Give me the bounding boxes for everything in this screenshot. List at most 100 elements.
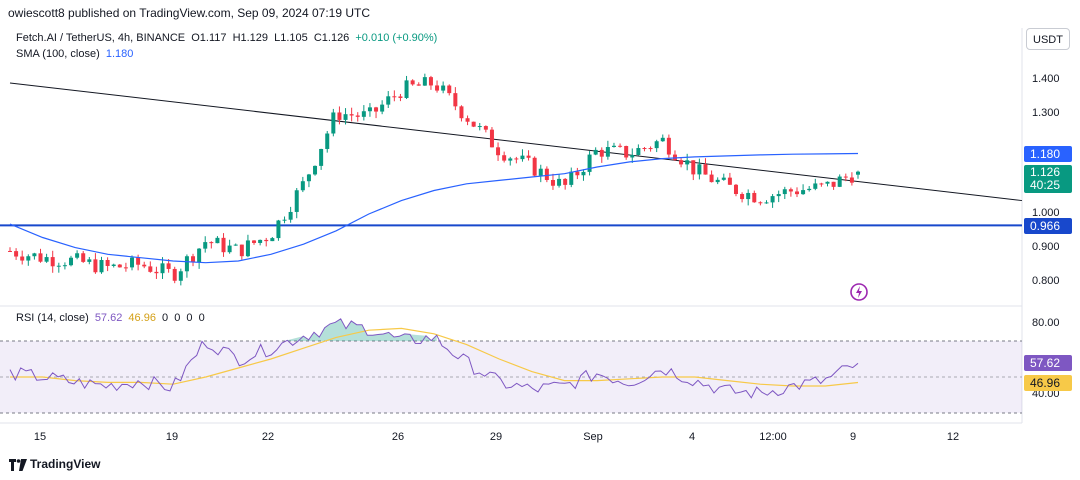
candle-body <box>581 171 586 176</box>
candle-body <box>624 146 629 158</box>
candle-body <box>130 257 135 268</box>
candle-body <box>99 260 104 273</box>
candle-body <box>123 267 128 269</box>
candle-body <box>374 107 379 112</box>
candle-body <box>209 242 214 244</box>
candle-body <box>416 84 421 86</box>
candle-body <box>569 171 574 185</box>
candle-body <box>44 257 49 262</box>
sma-legend[interactable]: SMA (100, close) 1.180 <box>16 48 136 60</box>
candle-body <box>630 155 635 158</box>
candle-body <box>313 165 318 175</box>
candle-body <box>166 263 171 269</box>
candle-body <box>148 266 153 272</box>
candle-body <box>758 202 763 204</box>
candle-body <box>563 178 568 185</box>
candle-body <box>14 251 19 257</box>
tradingview-logo-text: TradingView <box>30 457 101 471</box>
candle-body <box>178 271 183 281</box>
price-tick-label: 1.400 <box>1032 73 1060 85</box>
time-tick-label: 26 <box>391 431 405 443</box>
candle-body <box>233 244 238 246</box>
candle-body <box>465 118 470 122</box>
candle-body <box>227 245 232 253</box>
candle-body <box>843 176 848 178</box>
candle-body <box>642 148 647 150</box>
tradingview-logo-icon <box>9 459 27 471</box>
candle-body <box>856 171 860 175</box>
candle-body <box>764 202 769 204</box>
candle-body <box>709 174 714 183</box>
publisher-line: owiescott8 published on TradingView.com,… <box>8 6 371 20</box>
candle-body <box>746 192 751 200</box>
rsi-ma-value: 46.96 <box>128 312 156 324</box>
candle-body <box>508 158 513 161</box>
candle-body <box>532 157 537 176</box>
time-tick-label: 22 <box>261 431 275 443</box>
candle-body <box>343 114 348 120</box>
candle-body <box>215 237 220 244</box>
candle-body <box>502 155 507 161</box>
candle-body <box>496 147 501 156</box>
candle-body <box>703 164 708 175</box>
candle-body <box>87 259 92 262</box>
close-value: C1.126 <box>313 32 350 44</box>
change-value: +0.010 (+0.90%) <box>355 32 438 44</box>
candle-body <box>105 260 110 266</box>
candle-body <box>160 263 165 274</box>
candle-body <box>770 196 775 203</box>
candle-body <box>404 80 409 98</box>
time-tick-label: Sep <box>583 431 603 443</box>
last-price-value: 1.126 <box>1030 165 1061 179</box>
rsi-tick-label: 40.00 <box>1032 388 1060 400</box>
candle-body <box>428 77 433 86</box>
candle-body <box>575 171 580 176</box>
trend-line[interactable] <box>9 82 1023 202</box>
bar-countdown: 40:25 <box>1030 178 1061 192</box>
main-legend[interactable]: Fetch.AI / TetherUS, 4h, BINANCE O1.117 … <box>16 32 440 44</box>
candle-body <box>611 145 616 148</box>
candle-body <box>282 219 287 221</box>
time-tick-label: 12 <box>946 431 960 443</box>
candle-body <box>605 147 610 157</box>
candle-body <box>325 133 330 149</box>
candle-body <box>93 259 98 273</box>
candle-body <box>62 265 67 267</box>
time-tick-label: 29 <box>489 431 503 443</box>
candle-body <box>252 240 257 243</box>
flash-icon[interactable] <box>849 282 869 302</box>
candle-body <box>648 148 653 150</box>
currency-button[interactable]: USDT <box>1026 28 1070 50</box>
time-tick-label: 12:00 <box>759 431 787 443</box>
rsi-legend[interactable]: RSI (14, close) 57.62 46.96 0 0 0 0 <box>16 312 208 324</box>
candle-body <box>819 183 824 185</box>
rsi-value-tag: 57.62 <box>1024 355 1072 371</box>
candle-body <box>477 126 482 128</box>
candle-body <box>520 155 525 160</box>
candle-body <box>599 149 604 157</box>
candle-body <box>142 264 147 267</box>
candle-body <box>618 145 623 147</box>
candle-body <box>337 112 342 120</box>
candle-body <box>715 179 720 183</box>
candle-body <box>813 183 818 189</box>
rsi-extra-1: 0 <box>162 312 169 324</box>
candle-body <box>81 253 86 262</box>
candle-body <box>593 149 598 155</box>
rsi-extra-3: 0 <box>186 312 193 324</box>
candle-body <box>837 176 842 187</box>
candle-body <box>801 190 806 195</box>
candle-body <box>752 192 757 203</box>
candle-body <box>8 250 12 252</box>
candle-body <box>258 239 263 243</box>
candle-body <box>191 256 196 263</box>
candle-body <box>807 188 812 191</box>
candle-body <box>111 264 116 266</box>
candle-body <box>422 77 427 86</box>
tradingview-logo[interactable]: TradingView <box>9 457 100 471</box>
rsi-label: RSI (14, close) <box>16 312 89 324</box>
candle-body <box>782 189 787 195</box>
sma-line <box>9 152 859 264</box>
candle-body <box>75 253 80 258</box>
